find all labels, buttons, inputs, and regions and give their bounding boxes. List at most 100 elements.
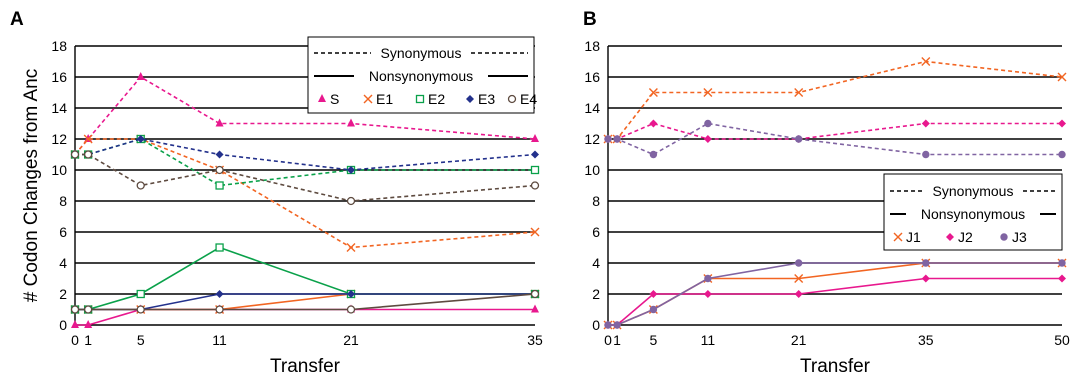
panel-a-series-e2-nonsynonymous <box>70 243 540 314</box>
panel-b-series-line <box>608 122 1062 140</box>
panel-b-data-point <box>704 274 712 283</box>
panel-b-data-point-stroke-b <box>921 57 931 66</box>
panel-a-series-e4-synonymous <box>70 150 540 206</box>
panel-a-data-point <box>84 320 93 328</box>
panel-b-data-point <box>921 119 930 128</box>
panel-a-series-line <box>75 138 536 171</box>
panel-b-legend-marker <box>1000 233 1008 241</box>
panel-b-data-point <box>604 135 612 143</box>
panel-a-ytick-label: 10 <box>51 162 67 178</box>
panel-b-data-point <box>794 135 803 143</box>
panel-b-data-point <box>604 321 612 329</box>
panel-a-ytick-label: 14 <box>51 100 67 116</box>
panel-b-series-j3-synonymous <box>604 119 1066 159</box>
panel-b-ytick-label: 8 <box>592 193 600 209</box>
panel-a-data-point <box>84 134 93 142</box>
panel-b-data-point <box>649 290 658 298</box>
panel-a-data-point <box>347 118 355 127</box>
panel-a-data-point <box>83 305 93 314</box>
panel-a-legend: Synonymous Nonsynonymous S E1 E2 E3 E4 <box>307 36 537 114</box>
panel-b-data-point <box>648 88 658 97</box>
panel-b-legend-style-label: Nonsynonymous <box>921 206 1025 222</box>
panel-b-legend-marker <box>893 232 903 242</box>
panel-a-series-line <box>75 138 535 187</box>
panel-b-data-point <box>922 150 930 159</box>
panel-a-data-point <box>347 166 355 174</box>
panel-b-ytick-label: 0 <box>592 317 600 333</box>
panel-b-data-point <box>794 274 804 283</box>
panel-b-series-j1-synonymous <box>603 57 1067 144</box>
panel-b-ytick-label: 6 <box>592 224 600 240</box>
panel-a-legend-series-label: E1 <box>376 91 393 107</box>
panel-a-ytick-label: 0 <box>59 317 67 333</box>
panel-a-legend-marker <box>507 94 517 104</box>
panel-b: B 0 2 4 6 8 10 12 14 16 18 0 1 5 11 21 35 50 Transfer Synon… <box>583 9 1070 377</box>
panel-a-data-point <box>136 289 145 299</box>
panel-a-data-point <box>215 118 224 127</box>
panel-b-data-point <box>703 88 713 97</box>
panel-b-legend-series-label: J2 <box>958 229 973 245</box>
panel-b-legend-series-label: J1 <box>906 229 921 245</box>
panel-b-ytick-label: 2 <box>592 286 600 302</box>
panel-a-legend-style-label: Nonsynonymous <box>369 68 473 84</box>
panel-b-data-point-stroke-b <box>648 88 658 97</box>
panel-a-data-point-stroke-b <box>346 243 356 252</box>
panel-a-legend-marker <box>318 94 326 102</box>
panel-a-data-point <box>136 72 145 80</box>
panel-b-data-point <box>794 259 803 267</box>
panel-b-series-j3-nonsynonymous <box>604 259 1066 329</box>
panel-b-data-point <box>794 88 804 97</box>
panel-b-legend-series-label: J3 <box>1012 229 1027 245</box>
panel-a-data-point <box>531 304 539 313</box>
panel-a-data-point <box>136 181 145 190</box>
panel-b-legend-marker-stroke-b <box>893 232 903 242</box>
panel-a-xtick-label: 5 <box>137 332 145 348</box>
panel-a-xtick-label: 1 <box>84 332 92 348</box>
panel-a-data-point <box>215 150 224 159</box>
panel-a-data-point <box>346 243 356 252</box>
panel-b-legend-box <box>883 173 1063 251</box>
panel-a-xtick-label: 11 <box>212 332 227 348</box>
panel-a-legend-series-label: E3 <box>478 91 495 107</box>
panel-b-ytick-label: 4 <box>592 255 600 271</box>
panel-b-data-point-stroke-b <box>1057 72 1067 82</box>
panel-a-data-point <box>83 134 93 144</box>
panel-b-data-point <box>649 305 658 314</box>
panel-b-ytick-label: 16 <box>584 69 600 85</box>
panel-a-data-point <box>530 289 540 299</box>
panel-a-legend-marker-stroke-b <box>363 94 373 104</box>
panel-b-series-line <box>608 60 1063 140</box>
panel-b-data-point <box>794 290 803 298</box>
panel-a-data-point <box>530 165 540 175</box>
panel-a-data-point-stroke-b <box>83 134 93 144</box>
panel-b-series-j2-nonsynonymous <box>604 274 1066 329</box>
panel-a-series-line <box>74 138 536 249</box>
panel-a-legend-marker <box>466 95 474 103</box>
panel-b-data-point <box>649 150 658 159</box>
panel-b-xtick-label: 0 <box>604 332 612 348</box>
panel-a-legend-style-label: Synonymous <box>381 45 462 61</box>
panel-b-ytick-label: 12 <box>584 131 600 147</box>
panel-b-data-point <box>1057 72 1067 82</box>
panel-b-data-point <box>1058 259 1066 267</box>
panel-a-series-e3-synonymous <box>71 135 539 174</box>
panel-b-ytick-label: 18 <box>584 38 600 54</box>
panel-b-data-point <box>649 119 658 128</box>
panel-a-ytick-label: 18 <box>51 38 67 54</box>
panel-a-ytick-label: 6 <box>59 224 67 240</box>
panel-a-legend-marker <box>363 94 373 104</box>
panel-b-data-point <box>613 321 621 329</box>
panel-b-data-point <box>922 259 930 267</box>
panel-b-legend-style-label: Synonymous <box>933 183 1014 199</box>
panel-a-data-point <box>531 150 539 159</box>
panel-a-data-point <box>346 196 356 206</box>
panel-a-letter: A <box>10 9 24 30</box>
panel-b-xlabel: Transfer <box>800 356 871 377</box>
panel-b-data-point <box>703 135 712 143</box>
panel-b-xtick-label: 5 <box>650 332 658 348</box>
panel-b-data-point <box>1058 274 1066 283</box>
panel-a-data-point <box>136 135 145 143</box>
panel-a-xlabel: Transfer <box>270 356 341 377</box>
